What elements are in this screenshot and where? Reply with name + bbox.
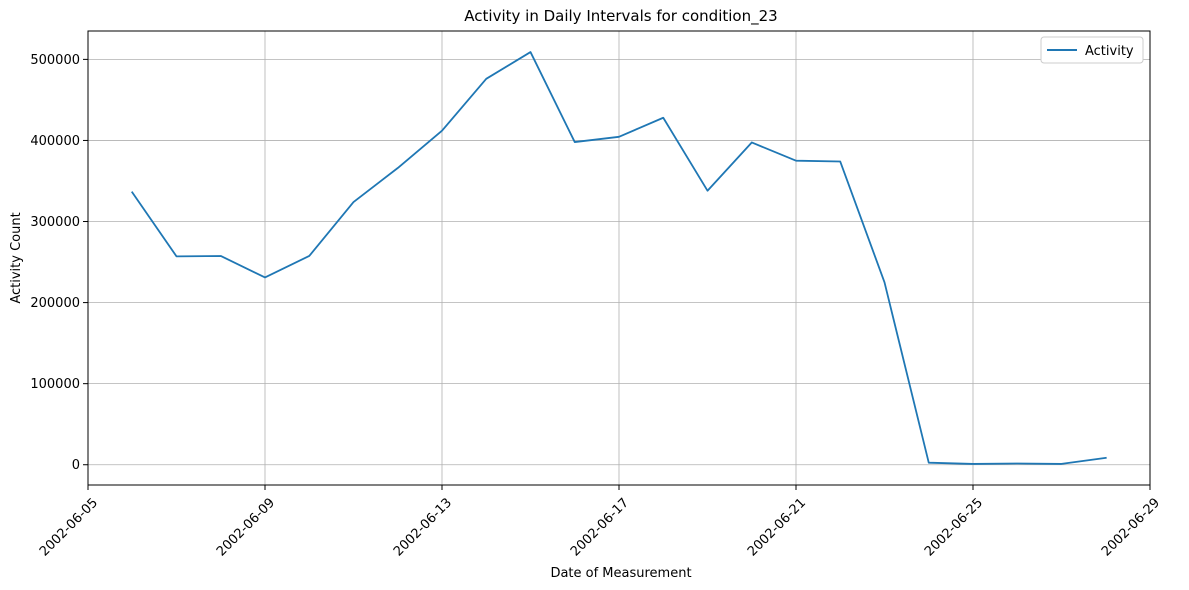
y-tick-label: 0 [72, 458, 80, 473]
y-axis: 0 100000 200000 300000 400000 500000 [30, 53, 88, 473]
y-tick-label: 500000 [30, 53, 80, 68]
legend: Activity [1040, 36, 1144, 64]
legend-box [1040, 36, 1144, 64]
y-axis-label: Activity Count [9, 212, 24, 303]
y-tick-label: 300000 [30, 215, 80, 230]
series-line-activity [130, 51, 1107, 465]
legend-label-activity: Activity [1085, 44, 1134, 59]
y-tick-label: 100000 [30, 377, 80, 392]
grid [87, 31, 1151, 485]
chart-title: Activity in Daily Intervals for conditio… [464, 7, 777, 26]
series-layer [130, 51, 1107, 465]
x-axis-label: Date of Measurement [550, 566, 691, 581]
y-tick-label: 200000 [30, 296, 80, 311]
y-tick-label: 400000 [30, 134, 80, 149]
